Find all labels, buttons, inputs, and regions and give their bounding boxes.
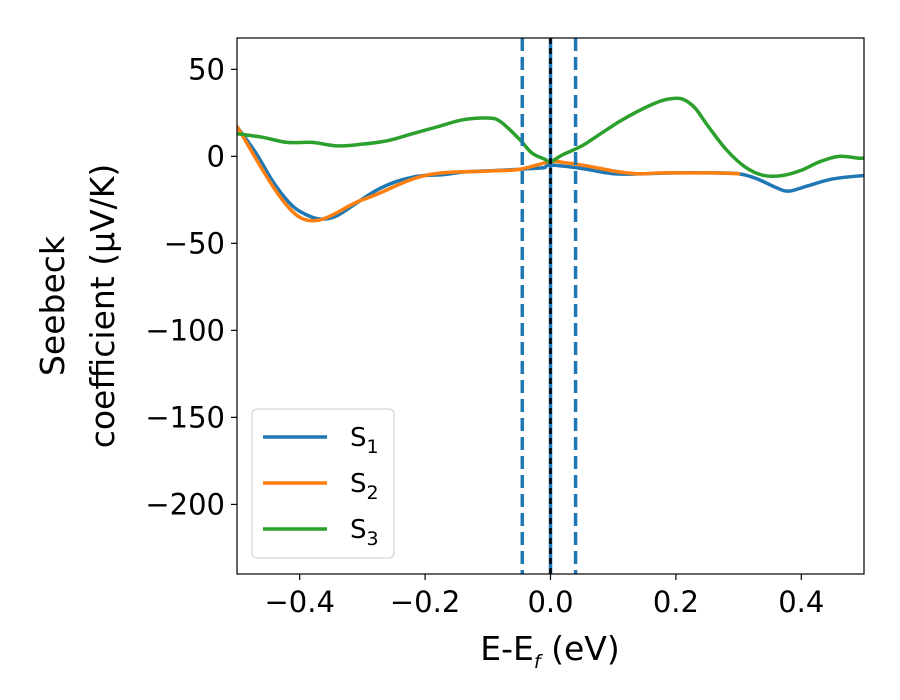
x-tick-label: −0.4 xyxy=(264,585,334,619)
series-line-s3 xyxy=(237,96,864,179)
y-tick-label: −100 xyxy=(145,313,225,347)
y-tick-label: 0 xyxy=(207,139,225,173)
y-axis-label-line1: Seebeck xyxy=(33,235,72,376)
y-axis-label-line2: coefficient (μV/K) xyxy=(83,164,122,449)
legend-label-s1: S1 xyxy=(350,423,379,458)
x-tick-label: 0.4 xyxy=(778,585,824,619)
legend-label-s3: S3 xyxy=(350,515,379,550)
y-axis-ticks: 50 0 −50 −100 −150 −200 xyxy=(145,52,237,521)
x-tick-label: −0.2 xyxy=(390,585,460,619)
legend-label-s2: S2 xyxy=(350,469,379,504)
y-tick-label: −150 xyxy=(145,400,225,434)
reference-lines xyxy=(520,38,578,574)
x-tick-label: 0.2 xyxy=(653,585,699,619)
x-tick-label: 0.0 xyxy=(527,585,573,619)
x-axis-ticks: −0.4 −0.2 0.0 0.2 0.4 xyxy=(264,574,824,619)
y-tick-label: −200 xyxy=(145,487,225,521)
series-line-s2 xyxy=(237,125,741,223)
x-axis-label-sub: f xyxy=(534,651,544,673)
legend: S1 S2 S3 xyxy=(251,408,395,559)
y-axis-label: Seebeck coefficient (μV/K) xyxy=(33,164,122,449)
plot-lines xyxy=(237,96,864,223)
legend-items: S1 S2 S3 xyxy=(263,423,379,550)
x-axis-label-unit: (eV) xyxy=(541,629,620,668)
x-axis-label: E-Ef (eV) xyxy=(480,629,619,673)
y-tick-label: −50 xyxy=(164,226,225,260)
y-tick-label: 50 xyxy=(188,52,225,86)
x-axis-label-main: E-E xyxy=(480,629,534,668)
